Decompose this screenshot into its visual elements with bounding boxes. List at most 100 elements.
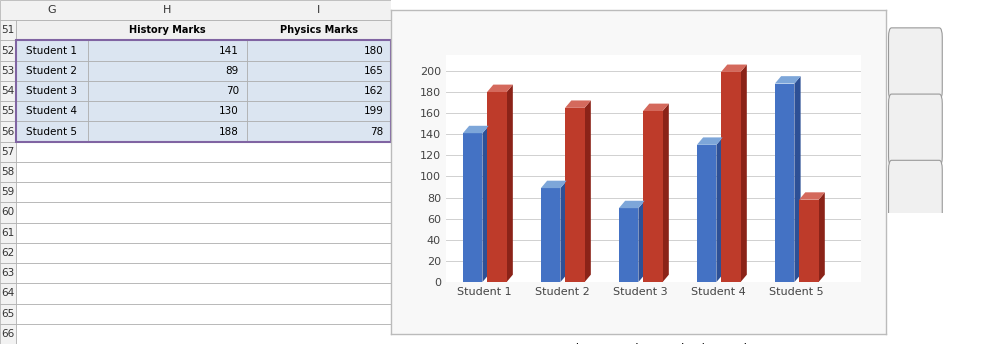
- Bar: [0, 243, 16, 263]
- Bar: [0, 101, 16, 121]
- Text: 51: 51: [1, 25, 15, 35]
- Bar: [16, 101, 87, 121]
- Polygon shape: [584, 100, 590, 282]
- Bar: [247, 101, 391, 121]
- Polygon shape: [642, 104, 668, 111]
- Text: 162: 162: [363, 86, 383, 96]
- Bar: [16, 20, 391, 41]
- Bar: [16, 41, 391, 142]
- Bar: [16, 324, 391, 344]
- Polygon shape: [721, 72, 740, 282]
- Polygon shape: [565, 108, 584, 282]
- Text: 54: 54: [1, 86, 15, 96]
- Text: 78: 78: [370, 127, 383, 137]
- Bar: [16, 223, 391, 243]
- Text: 52: 52: [1, 46, 15, 56]
- Bar: [0, 263, 16, 283]
- Bar: [87, 81, 247, 101]
- Text: 66: 66: [1, 329, 15, 339]
- Polygon shape: [798, 200, 818, 282]
- Polygon shape: [662, 104, 668, 282]
- Polygon shape: [541, 188, 560, 282]
- Text: 58: 58: [1, 167, 15, 177]
- Text: 89: 89: [226, 66, 239, 76]
- Bar: [16, 41, 87, 61]
- Polygon shape: [487, 85, 512, 92]
- Text: 70: 70: [226, 86, 239, 96]
- Polygon shape: [798, 192, 824, 200]
- FancyBboxPatch shape: [888, 160, 941, 232]
- Bar: [16, 283, 391, 303]
- Bar: [16, 41, 391, 142]
- Bar: [16, 142, 391, 162]
- Text: 199: 199: [363, 106, 383, 116]
- Text: 57: 57: [1, 147, 15, 157]
- Polygon shape: [696, 145, 716, 282]
- Text: 63: 63: [1, 268, 15, 278]
- Text: 141: 141: [219, 46, 239, 56]
- Text: 59: 59: [1, 187, 15, 197]
- Bar: [247, 61, 391, 81]
- Polygon shape: [774, 76, 800, 84]
- Bar: [87, 41, 247, 61]
- Bar: [16, 202, 391, 223]
- Bar: [0, 121, 16, 142]
- Text: 62: 62: [1, 248, 15, 258]
- Legend: History Marks, Physics Marks: History Marks, Physics Marks: [545, 338, 760, 344]
- Bar: [0, 142, 16, 162]
- Text: 165: 165: [363, 66, 383, 76]
- Polygon shape: [696, 137, 722, 145]
- Text: G: G: [48, 5, 56, 15]
- Bar: [0, 324, 16, 344]
- Text: 53: 53: [1, 66, 15, 76]
- Text: Student 2: Student 2: [26, 66, 78, 76]
- Text: H: H: [163, 5, 171, 15]
- Bar: [16, 263, 391, 283]
- Bar: [87, 61, 247, 81]
- Polygon shape: [618, 208, 638, 282]
- Text: 188: 188: [219, 127, 239, 137]
- Bar: [0, 0, 391, 20]
- Bar: [0, 303, 16, 324]
- Bar: [0, 182, 16, 202]
- Bar: [16, 121, 87, 142]
- Text: History Marks: History Marks: [128, 25, 206, 35]
- Text: 65: 65: [1, 309, 15, 319]
- Polygon shape: [716, 137, 722, 282]
- Text: Student 3: Student 3: [26, 86, 78, 96]
- Text: 180: 180: [363, 46, 383, 56]
- Text: Student 1: Student 1: [26, 46, 78, 56]
- Polygon shape: [462, 133, 482, 282]
- Bar: [247, 81, 391, 101]
- Polygon shape: [482, 126, 488, 282]
- Polygon shape: [506, 85, 512, 282]
- Bar: [87, 121, 247, 142]
- Text: I: I: [317, 5, 320, 15]
- Bar: [16, 182, 391, 202]
- Bar: [16, 81, 87, 101]
- Bar: [16, 162, 391, 182]
- Text: 60: 60: [1, 207, 15, 217]
- Polygon shape: [721, 65, 746, 72]
- Polygon shape: [560, 181, 566, 282]
- Polygon shape: [740, 65, 746, 282]
- Polygon shape: [793, 76, 800, 282]
- Text: 56: 56: [1, 127, 15, 137]
- Polygon shape: [565, 100, 590, 108]
- Polygon shape: [487, 92, 506, 282]
- Polygon shape: [638, 201, 644, 282]
- FancyBboxPatch shape: [888, 28, 941, 100]
- Text: Physics Marks: Physics Marks: [279, 25, 358, 35]
- Bar: [0, 81, 16, 101]
- Bar: [0, 20, 16, 41]
- Text: 55: 55: [1, 106, 15, 116]
- Polygon shape: [618, 201, 644, 208]
- Bar: [247, 121, 391, 142]
- Bar: [16, 303, 391, 324]
- Polygon shape: [462, 126, 488, 133]
- Polygon shape: [642, 111, 662, 282]
- Polygon shape: [818, 192, 824, 282]
- FancyBboxPatch shape: [888, 94, 941, 166]
- Bar: [87, 101, 247, 121]
- Bar: [16, 61, 87, 81]
